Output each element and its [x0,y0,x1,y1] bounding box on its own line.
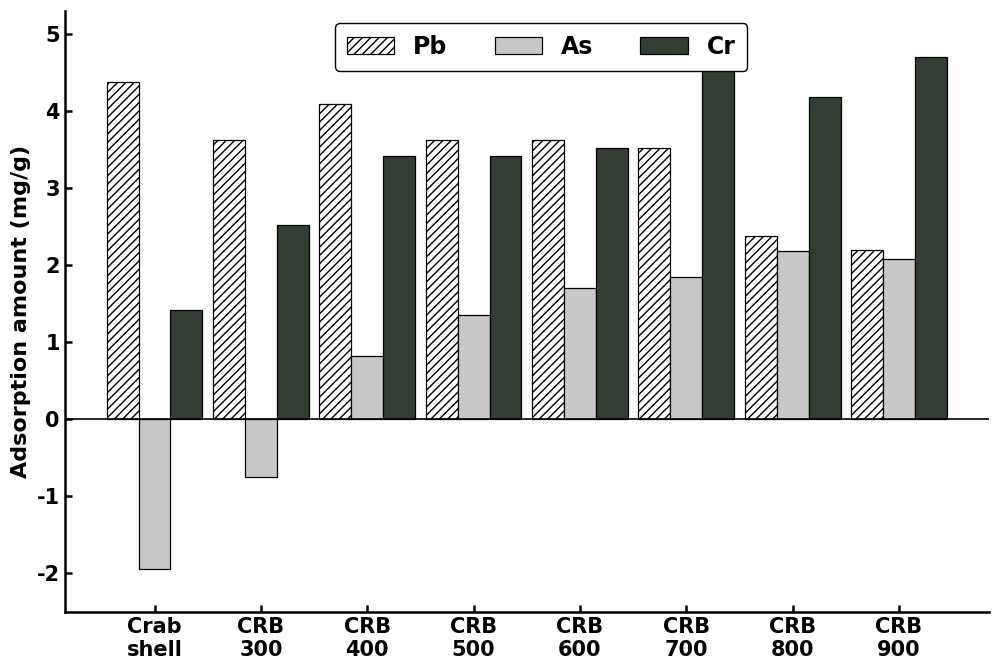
Bar [745,236,777,419]
Legend: Pb, As, Cr: Pb, As, Cr [335,23,747,70]
Bar [458,315,490,419]
Bar [277,225,309,419]
Bar [490,156,521,419]
Bar [851,250,883,419]
Bar [383,156,415,419]
Y-axis label: Adsorption amount (mg/g): Adsorption amount (mg/g) [11,145,31,478]
Bar [351,356,383,419]
Bar [596,148,628,419]
Bar [564,289,596,419]
Bar [426,140,458,419]
Bar [245,419,277,477]
Bar [670,277,702,419]
Bar [213,140,245,419]
Bar [532,140,564,419]
Bar [883,259,915,419]
Bar [809,97,841,419]
Bar [702,46,734,419]
Bar [170,310,202,419]
Bar [319,103,351,419]
Bar [777,252,809,419]
Bar [107,82,139,419]
Bar [915,57,947,419]
Bar [638,148,670,419]
Bar [139,419,170,570]
